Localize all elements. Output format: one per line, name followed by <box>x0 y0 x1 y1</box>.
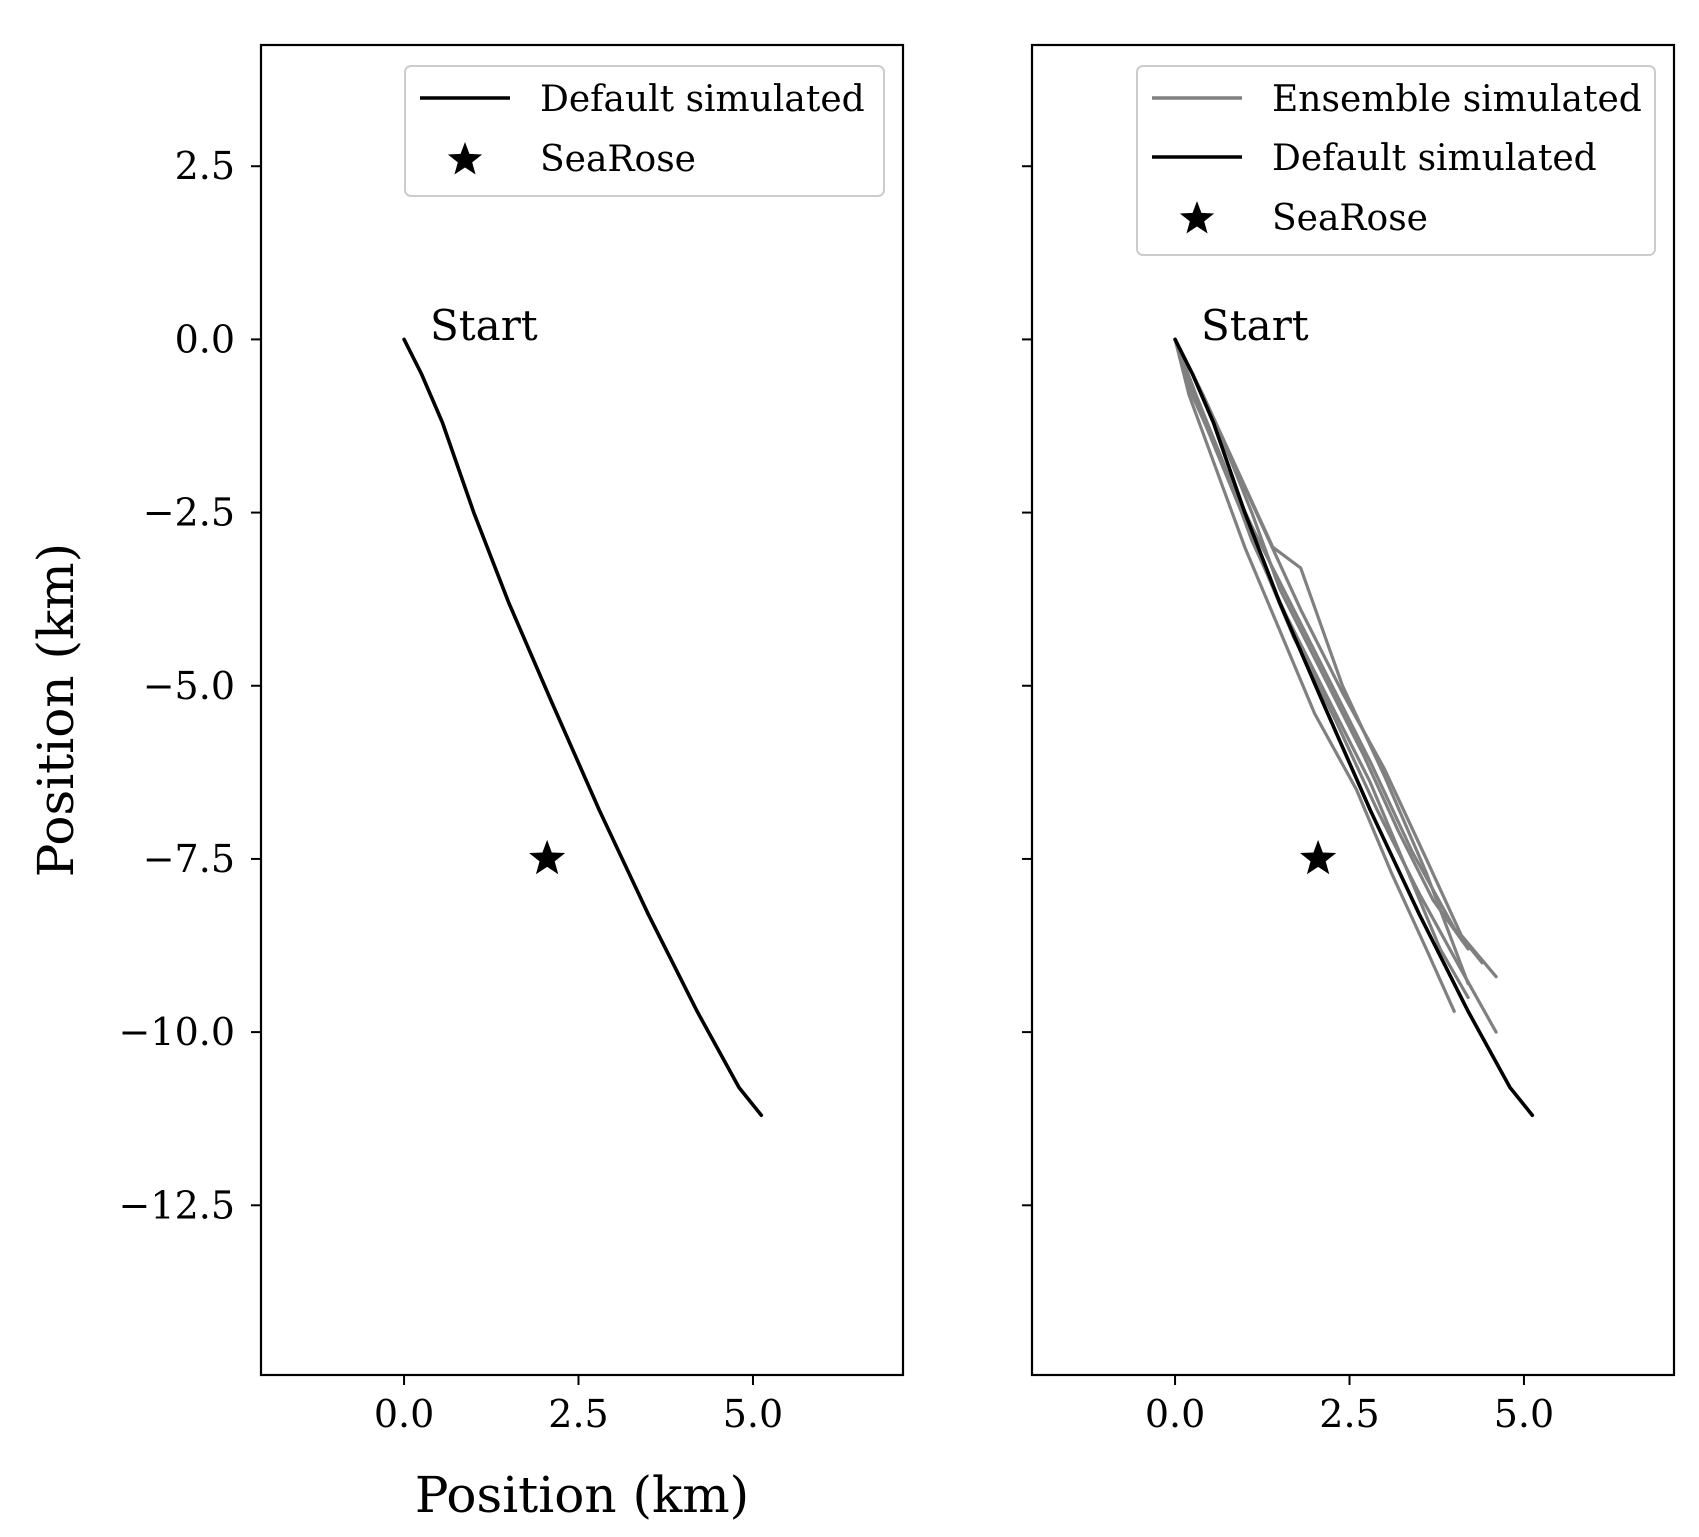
left-x-tick-label: 2.5 <box>548 1392 608 1436</box>
right-start-annotation: Start <box>1201 301 1309 350</box>
left-y-tick-label: 0.0 <box>175 317 235 361</box>
right-axis-ticks: 0.0 2.5 5.0 <box>1022 165 1554 1436</box>
left-axis-ticks: 0.0 2.5 5.0 2.5 0.0 −2.5 −5.0 −7.5 −10.0 −12.5 <box>119 144 784 1436</box>
left-legend: Default simulated SeaRose <box>404 65 885 197</box>
right-panel: 0.0 2.5 5.0 Start Ensemble simulated Defau… <box>1022 43 1676 1436</box>
star-icon <box>447 142 483 175</box>
left-x-tick-label: 0.0 <box>374 1392 434 1436</box>
left-default-simulated-line <box>402 337 764 1117</box>
right-legend-searose-label: SeaRose <box>1272 198 1428 239</box>
left-legend-searose-label: SeaRose <box>540 139 696 180</box>
left-y-tick-label: −7.5 <box>143 837 235 881</box>
left-legend-default-label: Default simulated <box>540 79 865 120</box>
left-y-tick-label: −2.5 <box>143 491 235 535</box>
left-legend-searose-swatch <box>447 142 483 175</box>
right-searose-marker <box>1300 839 1337 875</box>
right-legend-ensemble-label: Ensemble simulated <box>1272 79 1642 120</box>
left-y-tick-label: −10.0 <box>119 1010 235 1054</box>
left-panel: 0.0 2.5 5.0 2.5 0.0 −2.5 −5.0 −7.5 −10.0 −12.5 St… <box>27 43 905 1524</box>
left-plot-area <box>402 337 764 1117</box>
right-x-tick-label: 2.5 <box>1319 1392 1379 1436</box>
right-ensemble-line-1 <box>1173 337 1470 1000</box>
right-ensemble-line-7 <box>1173 337 1484 965</box>
left-y-tick-label: −5.0 <box>143 664 235 708</box>
left-y-tick-label: 2.5 <box>175 144 235 188</box>
right-legend: Ensemble simulated Default simulated Sea… <box>1136 65 1656 256</box>
right-default-simulated-line <box>1173 337 1535 1117</box>
right-legend-searose-swatch <box>1179 201 1215 234</box>
right-plot-area <box>1173 337 1535 1117</box>
right-legend-default-label: Default simulated <box>1272 138 1597 179</box>
right-x-tick-label: 0.0 <box>1145 1392 1205 1436</box>
left-y-tick-label: −12.5 <box>119 1183 235 1227</box>
right-axes-frame <box>1030 43 1676 1377</box>
right-legend-box <box>1136 65 1656 256</box>
left-x-axis-label: Position (km) <box>415 1466 749 1524</box>
right-x-tick-label: 5.0 <box>1494 1392 1554 1436</box>
star-icon <box>1179 201 1215 234</box>
left-axes-frame <box>259 43 905 1377</box>
left-legend-box <box>404 65 885 197</box>
left-start-annotation: Start <box>430 301 538 350</box>
left-y-axis-label: Position (km) <box>27 543 85 877</box>
right-ensemble-line-2 <box>1173 337 1498 979</box>
left-searose-marker <box>529 839 566 875</box>
left-x-tick-label: 5.0 <box>723 1392 783 1436</box>
right-ensemble-line-3 <box>1173 337 1456 1013</box>
